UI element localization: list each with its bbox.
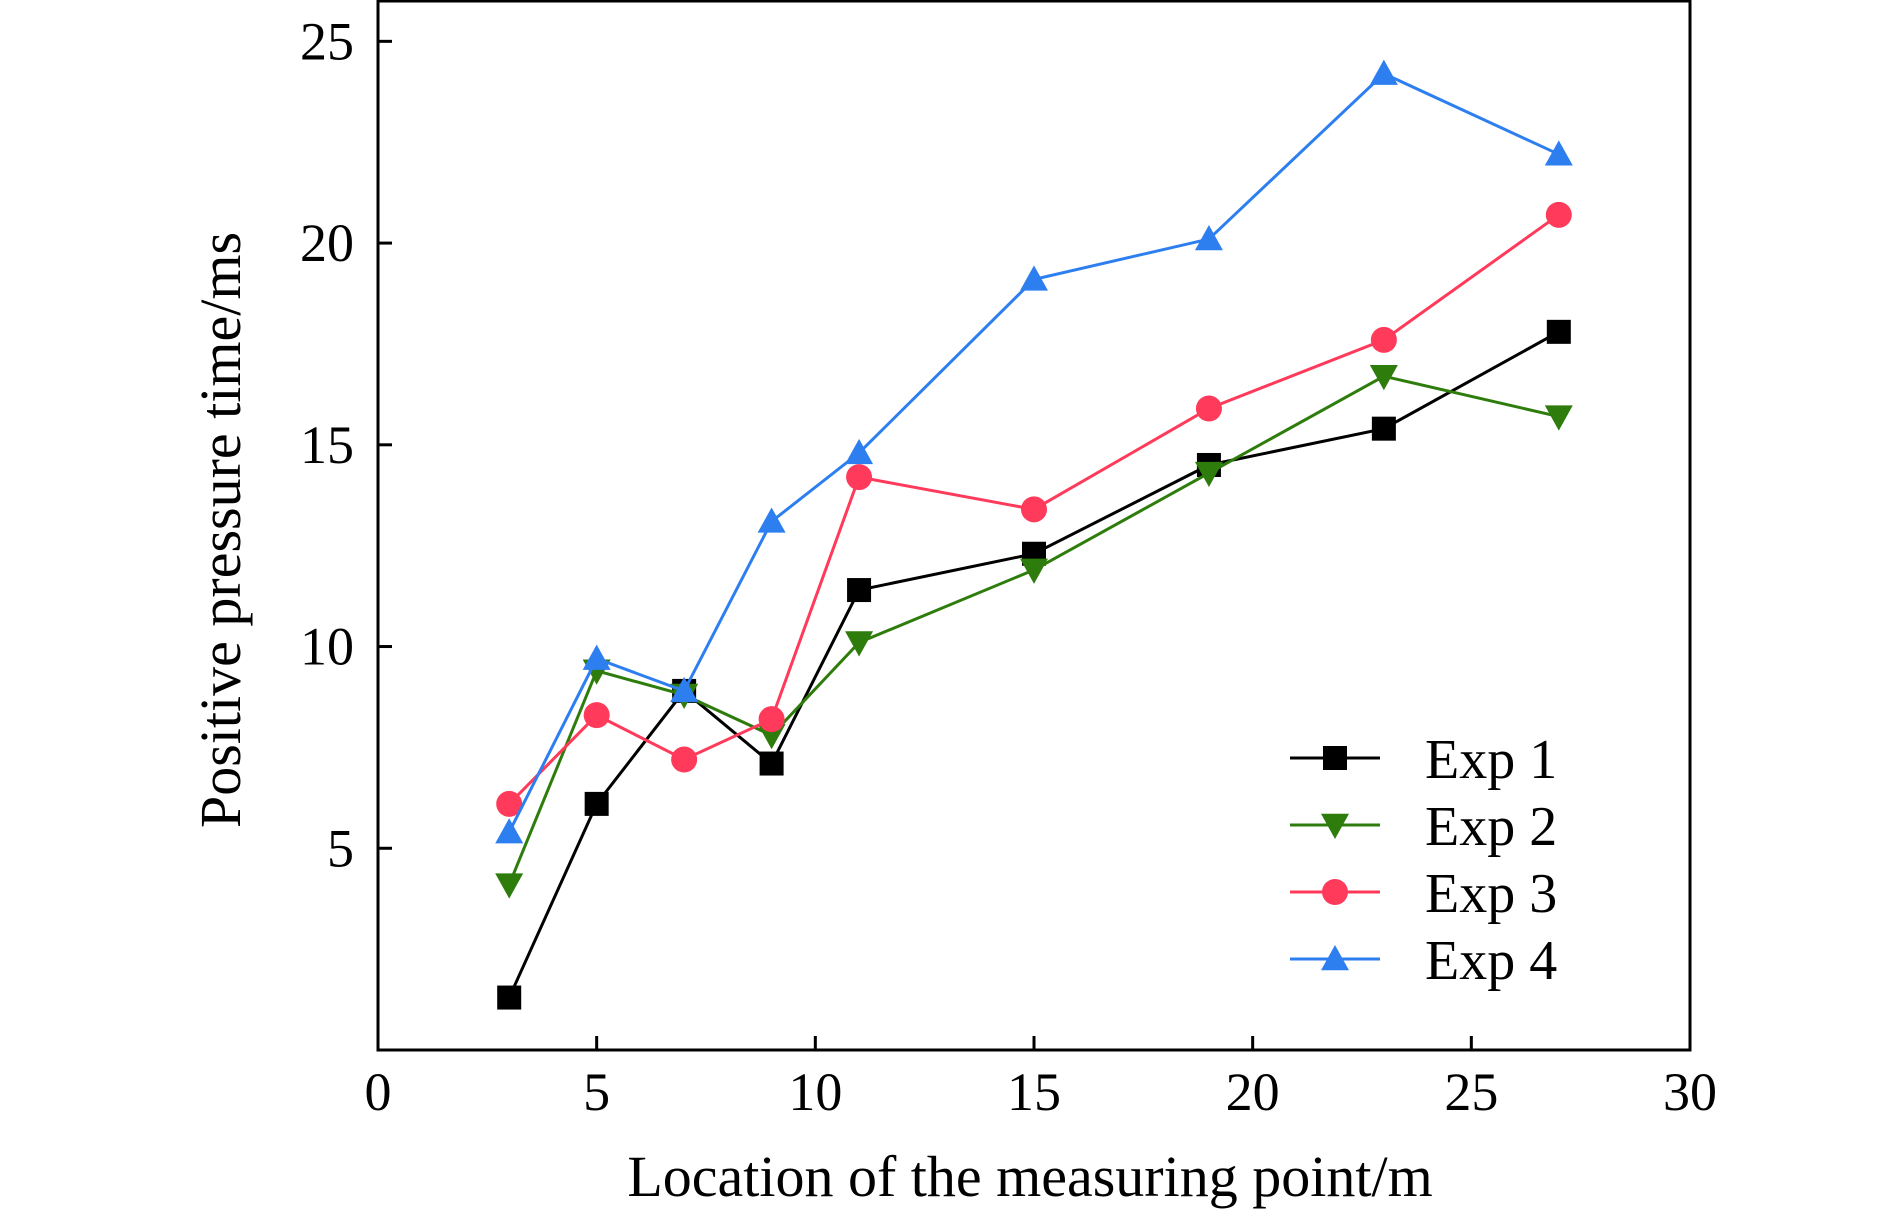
series-4 xyxy=(495,59,1573,844)
x-axis-label: Location of the measuring point/m xyxy=(627,1144,1432,1209)
series-1 xyxy=(497,319,1571,1010)
legend-label: Exp 2 xyxy=(1425,796,1557,858)
data-point xyxy=(670,676,699,703)
data-point xyxy=(1020,558,1048,584)
data-point xyxy=(1370,326,1397,353)
x-tick-label: 5 xyxy=(583,1062,610,1122)
legend-marker xyxy=(1322,879,1348,905)
data-point xyxy=(846,464,873,491)
data-point xyxy=(671,746,698,773)
data-point xyxy=(496,790,523,817)
data-point xyxy=(1020,265,1048,291)
legend-label: Exp 4 xyxy=(1425,930,1557,992)
data-point xyxy=(495,873,524,899)
legend-label: Exp 1 xyxy=(1425,729,1557,791)
y-tick-label: 15 xyxy=(300,415,354,475)
y-axis-label: Positive pressure time/ms xyxy=(188,232,253,828)
x-tick-label: 20 xyxy=(1226,1062,1280,1122)
y-tick-label: 5 xyxy=(327,818,354,878)
x-tick-label: 10 xyxy=(788,1062,842,1122)
x-tick-label: 30 xyxy=(1663,1062,1717,1122)
data-point xyxy=(759,751,784,776)
data-point xyxy=(757,507,786,533)
x-tick-label: 0 xyxy=(365,1062,392,1122)
series-2 xyxy=(495,365,1573,899)
data-point xyxy=(583,702,610,729)
legend-item: Exp 3 xyxy=(1290,863,1557,925)
data-point xyxy=(1546,319,1571,344)
y-tick-label: 25 xyxy=(300,11,354,71)
data-point xyxy=(1544,140,1573,166)
data-point xyxy=(847,578,872,603)
data-point xyxy=(1371,416,1396,441)
data-point xyxy=(845,438,874,465)
data-point xyxy=(495,818,524,844)
legend-item: Exp 4 xyxy=(1290,930,1557,992)
legend-marker xyxy=(1321,813,1349,839)
legend-marker xyxy=(1321,945,1349,971)
legend-item: Exp 2 xyxy=(1290,796,1557,858)
data-point xyxy=(497,985,522,1010)
data-point xyxy=(1194,461,1223,488)
data-point xyxy=(584,791,609,816)
series-line xyxy=(507,71,1560,833)
legend-marker xyxy=(1323,746,1347,770)
data-point xyxy=(1544,405,1573,431)
data-point xyxy=(845,631,874,657)
data-point xyxy=(582,644,611,670)
data-point xyxy=(1545,201,1572,228)
legend-label: Exp 3 xyxy=(1425,863,1557,925)
data-point xyxy=(1369,59,1398,85)
legend-item: Exp 1 xyxy=(1290,729,1557,791)
series-3 xyxy=(496,201,1572,817)
data-point xyxy=(1194,225,1223,251)
data-point xyxy=(1369,365,1398,391)
y-tick-label: 20 xyxy=(300,213,354,273)
axis-layer: 0 5 10 15 20 25 30 5 10 15 20 25 xyxy=(300,0,1717,1122)
x-tick-label: 25 xyxy=(1444,1062,1498,1122)
data-point xyxy=(757,724,786,750)
series-line xyxy=(507,330,1560,999)
data-point xyxy=(758,706,785,733)
data-point xyxy=(1195,395,1222,422)
series-line xyxy=(507,374,1560,886)
series-layer xyxy=(495,59,1573,1010)
y-tick-label: 10 xyxy=(300,617,354,677)
data-point xyxy=(1021,496,1047,523)
x-tick-label: 15 xyxy=(1007,1062,1061,1122)
